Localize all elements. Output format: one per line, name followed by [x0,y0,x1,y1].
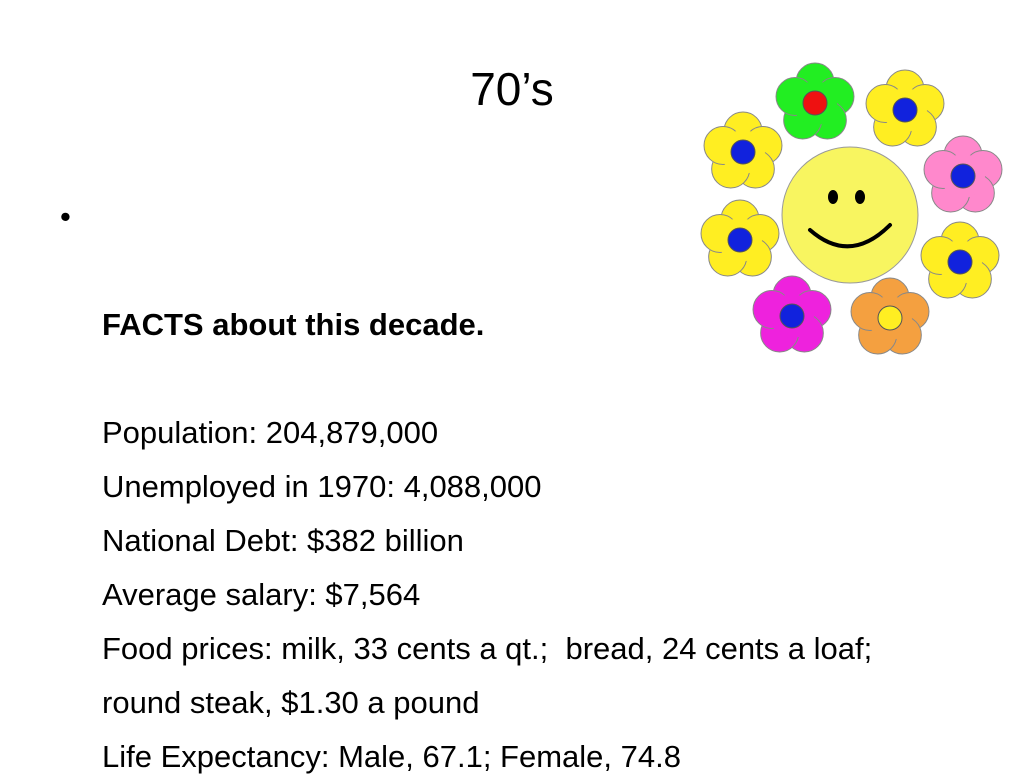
clipart-shape [950,163,976,189]
fact-line: Life Expectancy: Male, 67.1; Female, 74.… [102,739,681,774]
clipart-shape [855,190,865,204]
clipart-shape [727,227,753,253]
slide-title: 70’s [470,63,554,115]
clipart-shape [779,303,805,329]
fact-line: Unemployed in 1970: 4,088,000 [102,469,542,504]
flower-clipart [700,62,1003,355]
clipart-shape [730,139,756,165]
clipart-shape [877,305,903,331]
clipart-shape [808,223,892,249]
fact-line: Average salary: $7,564 [102,577,421,612]
bullet-text: FACTS about this decade. Population: 204… [102,190,902,784]
fact-line: National Debt: $382 billion [102,523,464,558]
fact-line: Population: 204,879,000 [102,415,439,450]
clipart-shape [947,249,973,275]
bullet-heading: FACTS about this decade. [102,307,485,342]
clipart-shape [781,146,919,284]
clipart-shape [828,190,838,204]
clipart-shape [892,97,918,123]
slide: {"title": "70’s", "bullet": {"heading": … [60,62,1003,774]
clipart-shape [802,90,828,116]
fact-line: Food prices: milk, 33 cents a qt.; bread… [102,631,881,720]
bullet-marker: • [60,199,71,234]
